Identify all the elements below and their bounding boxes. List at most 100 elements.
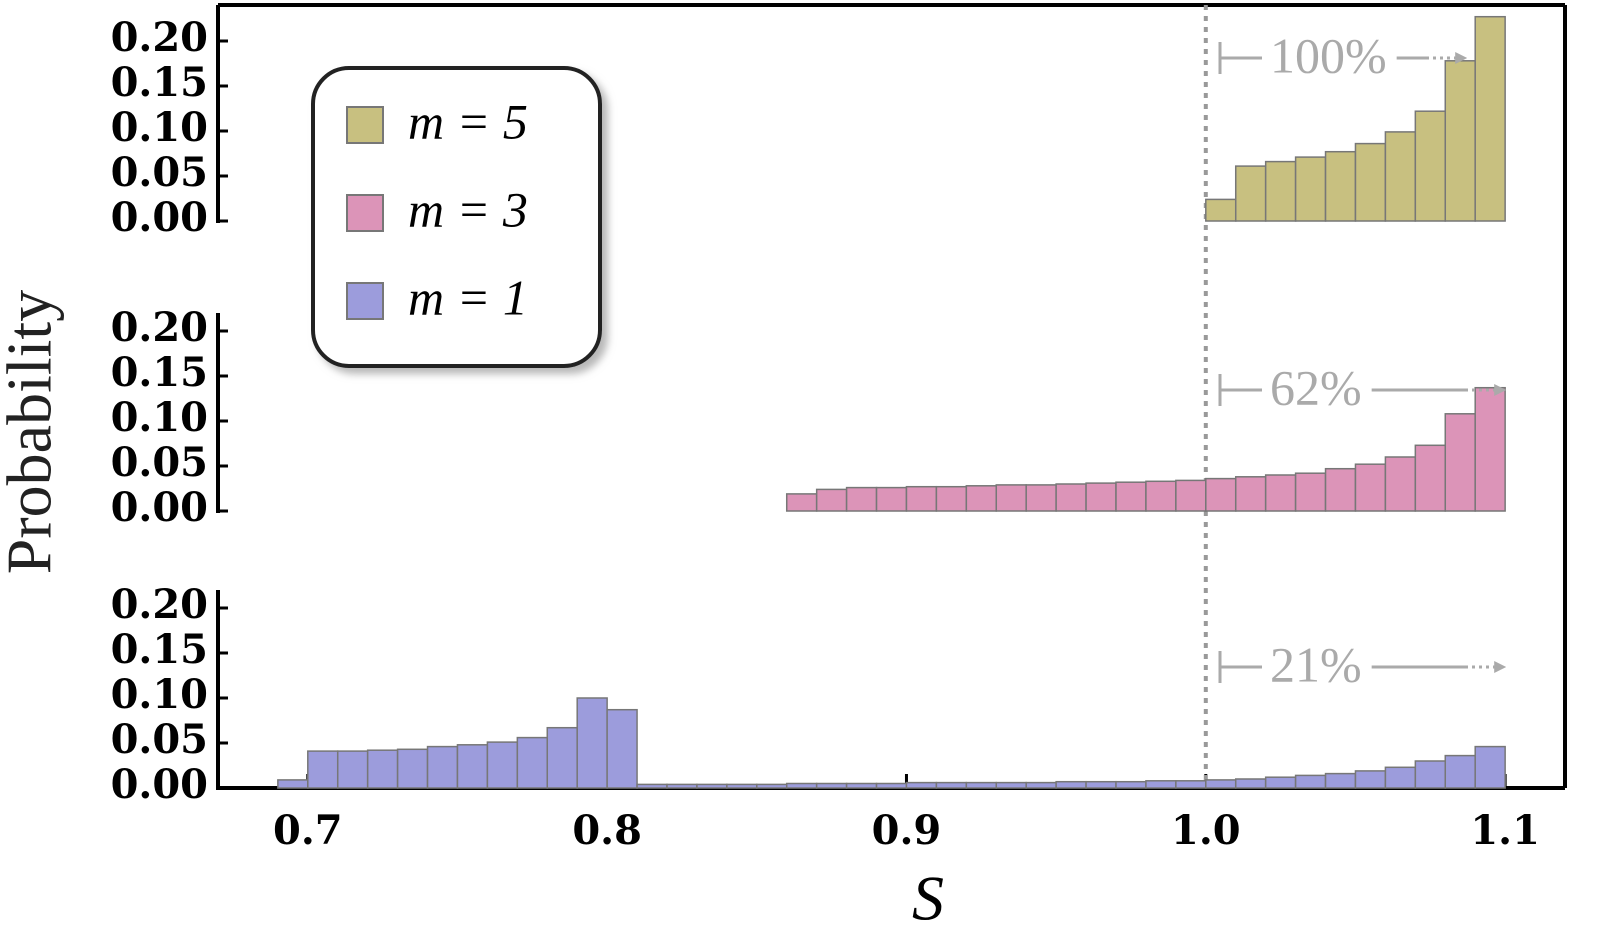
bar <box>1264 776 1297 789</box>
bar <box>785 782 818 789</box>
y-tick-label: 0.20 <box>111 304 208 351</box>
bar <box>636 783 668 789</box>
bar <box>1025 484 1057 512</box>
bar <box>1414 444 1447 512</box>
annotation: 100% <box>1270 27 1387 83</box>
bar <box>995 484 1027 512</box>
x-axis-label: S <box>912 863 944 934</box>
annotation: 62% <box>1270 359 1362 415</box>
y-tick-label: 0.05 <box>111 149 208 196</box>
bar <box>875 486 908 512</box>
bar <box>1324 772 1357 789</box>
x-tick-label: 0.7 <box>273 807 343 854</box>
bar <box>1234 165 1267 222</box>
series-2 <box>277 697 1506 789</box>
bar <box>1145 780 1177 789</box>
bar <box>1294 472 1327 512</box>
bar <box>965 485 998 512</box>
bar <box>1384 766 1417 789</box>
bar <box>935 485 968 512</box>
bar <box>546 726 578 789</box>
bar <box>995 781 1027 789</box>
bar <box>935 781 968 789</box>
bar <box>1384 131 1417 222</box>
bar <box>666 783 698 789</box>
bar <box>845 782 878 789</box>
bar <box>516 736 549 789</box>
bar <box>1085 780 1117 789</box>
x-tick-label: 0.8 <box>572 807 642 854</box>
bar <box>756 783 788 789</box>
bar <box>1175 479 1207 512</box>
bar <box>815 488 848 512</box>
bar <box>1264 474 1297 512</box>
y-tick-label: 0.00 <box>111 194 208 241</box>
bar <box>1205 477 1237 512</box>
bar <box>905 781 938 789</box>
legend-label: m = 5 <box>408 93 528 149</box>
legend-swatch <box>346 106 384 144</box>
y-tick-label: 0.00 <box>111 761 208 808</box>
bar <box>1115 780 1147 789</box>
x-tick-label: 1.0 <box>1171 807 1241 854</box>
bar <box>1205 779 1237 789</box>
y-tick-label: 0.15 <box>111 626 208 673</box>
bar <box>456 744 489 789</box>
y-tick-label: 0.15 <box>111 59 208 106</box>
bar <box>1444 413 1476 512</box>
legend-swatch <box>346 282 384 320</box>
bar <box>965 781 998 789</box>
bar <box>1175 780 1207 789</box>
y-tick-label: 0.15 <box>111 349 208 396</box>
bar <box>1474 386 1506 512</box>
bar <box>606 708 638 789</box>
bar <box>1354 142 1387 222</box>
bar <box>1294 774 1327 789</box>
bar <box>1234 476 1267 512</box>
bar <box>1474 15 1506 222</box>
y-tick-label: 0.20 <box>111 581 208 628</box>
bar <box>1474 745 1506 789</box>
y-tick-label: 0.00 <box>111 484 208 531</box>
bar <box>1354 463 1387 512</box>
bar <box>1354 770 1387 789</box>
bar <box>785 493 818 512</box>
bar <box>905 485 938 512</box>
bar <box>1324 467 1357 512</box>
y-tick-label: 0.10 <box>111 671 208 718</box>
series-1 <box>785 386 1506 512</box>
bar <box>486 741 519 789</box>
bar <box>1205 198 1237 222</box>
annotation: 21% <box>1270 636 1362 692</box>
bar <box>1414 760 1447 789</box>
bar <box>1115 481 1147 512</box>
bar <box>1055 780 1087 789</box>
bar <box>726 783 758 789</box>
bar <box>1414 110 1447 222</box>
bar <box>426 745 459 789</box>
y-tick-label: 0.05 <box>111 716 208 763</box>
bar <box>366 749 399 789</box>
x-tick-label: 1.1 <box>1470 807 1540 854</box>
bar <box>1264 160 1297 222</box>
bar <box>875 782 908 789</box>
bar <box>1444 60 1476 222</box>
legend-swatch <box>346 194 384 232</box>
y-tick-label: 0.20 <box>111 14 208 61</box>
y-tick-label: 0.10 <box>111 104 208 151</box>
bar <box>1294 156 1327 222</box>
bar <box>696 783 728 789</box>
bar <box>1234 778 1267 789</box>
bar <box>1324 150 1357 222</box>
y-tick-label: 0.05 <box>111 439 208 486</box>
bar <box>576 697 608 789</box>
bar <box>845 486 878 512</box>
legend-label: m = 1 <box>408 269 528 325</box>
bar <box>1055 483 1087 512</box>
bar <box>1444 754 1476 789</box>
bar <box>1384 456 1417 512</box>
bar <box>1085 482 1117 512</box>
legend-box <box>311 66 602 368</box>
bar <box>1025 781 1057 789</box>
